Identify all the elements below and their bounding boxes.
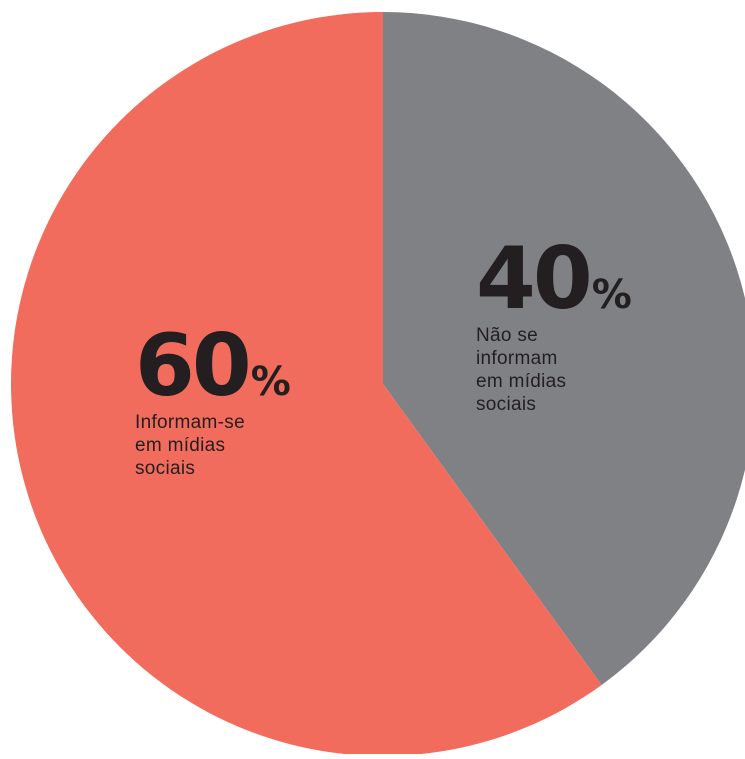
slice-label-0: 40% Não se informam em mídias sociais <box>476 236 632 416</box>
slice-description-line: sociais <box>476 394 537 415</box>
slice-description-0: Não se informam em mídias sociais <box>476 324 632 416</box>
slice-percent-number-1: 60 <box>135 316 252 416</box>
slice-description-line: Não se <box>476 325 539 346</box>
pie-slice-1 <box>11 12 602 756</box>
slice-description-1: Informam-se em mídias sociais <box>135 411 291 480</box>
slice-percent-sign-1: % <box>250 359 291 405</box>
slice-percent-1: 60% <box>135 323 291 409</box>
slice-description-line: em mídias <box>476 371 567 392</box>
slice-description-line: informam <box>476 348 558 369</box>
slice-percent-sign-0: % <box>591 272 632 318</box>
slice-description-line: em mídias <box>135 435 226 456</box>
slice-percent-0: 40% <box>476 236 632 322</box>
slice-description-line: Informam-se <box>135 412 245 433</box>
slice-percent-number-0: 40 <box>476 229 593 329</box>
pie-slice-0 <box>383 12 745 685</box>
slice-description-line: sociais <box>135 458 196 479</box>
slice-label-1: 60% Informam-se em mídias sociais <box>135 323 291 480</box>
